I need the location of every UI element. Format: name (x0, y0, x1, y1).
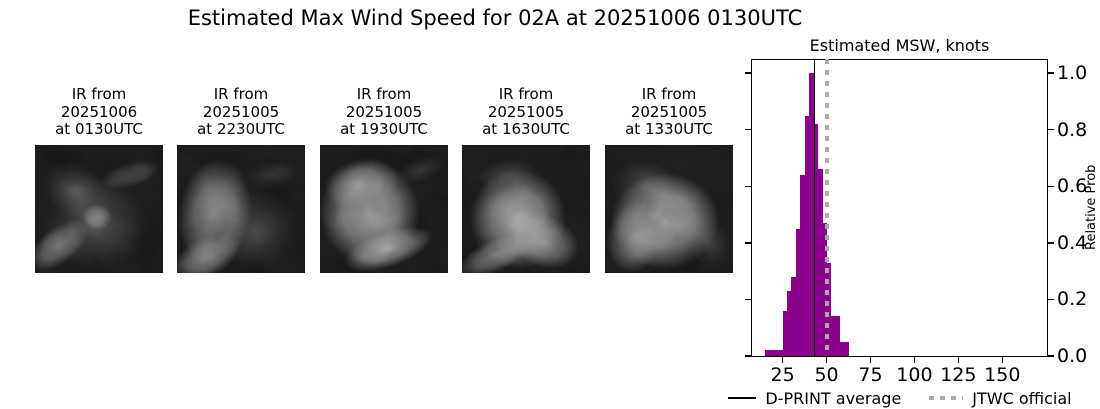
ir-frame-label: IR from 20251005 at 1330UTC (605, 85, 733, 139)
ir-label-line: at 0130UTC (55, 120, 143, 138)
x-axis-tick (781, 357, 784, 363)
ir-label-line: 20251006 (60, 102, 138, 121)
ir-frame: IR from 20251005 at 1330UTC (605, 85, 733, 273)
hist-bar (813, 124, 819, 356)
jtwc-official-line (824, 59, 829, 356)
hist-bar (791, 276, 797, 356)
ir-frame-label: IR from 20251005 at 1630UTC (462, 85, 590, 139)
ir-label-line: IR from (213, 85, 269, 103)
y-axis-tick (745, 298, 751, 301)
plot-spine-bottom (751, 356, 1048, 357)
hist-bar (795, 228, 801, 356)
plot-spine-left (751, 59, 752, 357)
ir-satellite-image (177, 145, 305, 273)
x-axis-tick (1001, 357, 1004, 363)
x-axis-tick-label: 125 (940, 364, 977, 386)
y-axis-tick (1048, 72, 1054, 74)
legend-label-dprint: D-PRINT average (765, 388, 902, 408)
legend-item-jtwc: JTWC official (929, 388, 1072, 408)
y-axis-tick-label: 0.6 (1057, 175, 1088, 198)
y-axis-tick-label: 1.0 (1057, 62, 1088, 85)
ir-frame: IR from 20251005 at 1630UTC (462, 85, 590, 273)
hist-bar (826, 262, 832, 356)
ir-label-line: IR from (356, 85, 412, 103)
y-axis-tick (745, 185, 751, 188)
ir-label-line: at 2230UTC (197, 120, 285, 138)
legend: D-PRINT average JTWC official (720, 387, 1080, 409)
hist-bar (808, 73, 814, 356)
ir-frame: IR from 20251005 at 1930UTC (320, 85, 448, 273)
x-axis-tick-label: 100 (896, 364, 933, 386)
ir-satellite-image (462, 145, 590, 273)
page-title: Estimated Max Wind Speed for 02A at 2025… (187, 6, 803, 30)
y-axis-tick (1048, 185, 1054, 188)
ir-label-line: 20251005 (487, 102, 565, 121)
ir-label-line: 20251005 (345, 102, 423, 121)
ir-frame-label: IR from 20251005 at 1930UTC (320, 85, 448, 139)
y-axis-tick (1048, 298, 1054, 301)
y-axis-tick (745, 72, 751, 74)
plot-spine-top (751, 59, 1048, 60)
ir-satellite-image (35, 145, 163, 273)
hist-bar (787, 290, 792, 356)
ir-label-line: 20251005 (202, 102, 280, 121)
ir-label-line: IR from (71, 85, 127, 103)
solid-line-sample (728, 397, 757, 399)
x-axis-tick-label: 75 (858, 364, 883, 386)
ir-frame-label: IR from 20251006 at 0130UTC (35, 85, 163, 139)
hist-bar (773, 350, 779, 356)
hist-bar (817, 169, 823, 356)
hist-bar (844, 341, 849, 356)
ir-label-line: 20251005 (630, 102, 708, 121)
x-axis-tick (825, 357, 828, 363)
hist-bar (804, 115, 810, 356)
dotted-line-sample (929, 396, 964, 400)
plot-spine-right (1047, 59, 1048, 357)
histogram-plot-area: 25 50 75 100 125 150 0.0 0.2 0.4 0.6 0.8 1.0 (745, 59, 1087, 386)
ir-frame: IR from 20251006 at 0130UTC (35, 85, 163, 273)
x-axis-tick-label: 50 (814, 364, 839, 386)
x-axis-tick-label: 25 (770, 364, 795, 386)
ir-label-line: at 1330UTC (625, 120, 713, 138)
hist-bar (765, 350, 770, 356)
hist-bar (782, 310, 788, 356)
hist-bar (835, 316, 841, 356)
y-axis-tick (1048, 128, 1054, 131)
y-axis-tick-label: 0.2 (1057, 288, 1088, 311)
x-axis-tick (957, 357, 960, 363)
dprint-average-line (813, 59, 816, 356)
y-axis-tick (1048, 355, 1054, 357)
hist-bar (839, 341, 845, 356)
hist-bar (778, 350, 784, 356)
hist-bar (800, 174, 805, 356)
x-axis-tick (869, 357, 872, 363)
ir-label-line: IR from (498, 85, 554, 103)
ir-satellite-image (605, 145, 733, 273)
ir-frame-label: IR from 20251005 at 2230UTC (177, 85, 305, 139)
y-axis-tick (745, 242, 751, 244)
x-axis-tick (913, 357, 916, 363)
hist-bar (769, 350, 775, 356)
y-axis-tick-label: 0.4 (1057, 231, 1088, 254)
y-axis-label: Relative Prob (1084, 164, 1099, 251)
x-axis-tick-label: 150 (984, 364, 1021, 386)
y-axis-tick (1048, 242, 1054, 244)
y-axis-tick (745, 128, 751, 131)
ir-label-line: at 1630UTC (482, 120, 570, 138)
hist-bar (822, 223, 827, 356)
histogram-title: Estimated MSW, knots (809, 36, 990, 55)
ir-label-line: at 1930UTC (340, 120, 428, 138)
legend-label-jtwc: JTWC official (972, 388, 1072, 408)
ir-satellite-image (320, 145, 448, 273)
legend-item-dprint: D-PRINT average (728, 389, 901, 408)
y-axis-tick-label: 0.0 (1057, 345, 1088, 367)
y-axis-tick-label: 0.8 (1057, 118, 1088, 141)
hist-bar (830, 316, 836, 356)
ir-label-line: IR from (641, 85, 697, 103)
y-axis-tick (745, 355, 751, 357)
ir-frame: IR from 20251005 at 2230UTC (177, 85, 305, 273)
